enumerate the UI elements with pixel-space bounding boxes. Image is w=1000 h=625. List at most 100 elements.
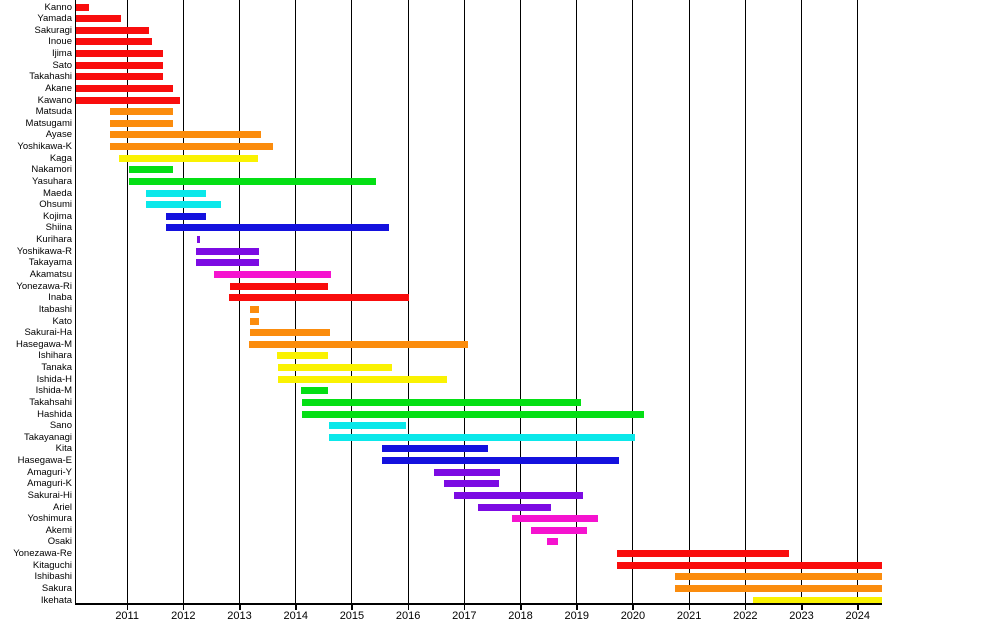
year-grid-line-2013: [239, 0, 241, 603]
row-label-sakuragi: Sakuragi: [34, 24, 73, 36]
timeline-bar-ikehata: [752, 596, 882, 604]
timeline-bar-hasegawa-e: [381, 457, 620, 465]
timeline-bar-nakamori: [129, 166, 174, 174]
year-grid-line-2012: [182, 0, 184, 603]
timeline-bar-ariel: [478, 503, 551, 511]
timeline-bar-kawano: [76, 96, 180, 104]
timeline-bar-yamada: [76, 15, 121, 23]
row-label-tanaka: Tanaka: [41, 362, 72, 374]
timeline-bar-ishida-h: [277, 375, 447, 383]
x-tick-2012: [182, 605, 185, 610]
timeline-bar-sato: [76, 61, 164, 69]
timeline-bar-sakuragi: [76, 26, 150, 34]
year-grid-line-2020: [632, 0, 634, 603]
timeline-bar-tanaka: [277, 364, 392, 372]
x-tick-2015: [351, 605, 353, 610]
row-label-yonezawa-re: Yonezawa-Re: [13, 548, 72, 560]
year-grid-line-2019: [576, 0, 578, 603]
timeline-bar-akemi: [530, 526, 587, 534]
x-tick-label-2014: 2014: [283, 610, 308, 622]
row-label-hasegawa-m: Hasegawa-M: [16, 338, 72, 350]
row-label-sano: Sano: [49, 420, 72, 432]
timeline-bar-ayase: [110, 131, 261, 139]
x-tick-2011: [126, 605, 129, 610]
timeline-bar-yasuhara: [129, 177, 377, 185]
row-label-osaki: Osaki: [47, 536, 72, 548]
x-tick-label-2019: 2019: [564, 610, 589, 622]
year-grid-line-2016: [407, 0, 409, 603]
row-label-ijima: Ijima: [51, 48, 72, 60]
row-label-shiina: Shiina: [45, 222, 72, 234]
x-tick-2018: [520, 605, 522, 610]
row-label-hasegawa-e: Hasegawa-E: [17, 455, 72, 467]
row-label-yoshikawa-k: Yoshikawa-K: [17, 141, 72, 153]
row-label-sakurai-ha: Sakurai-Ha: [24, 327, 72, 339]
row-label-yoshikawa-r: Yoshikawa-R: [16, 245, 72, 257]
timeline-bar-maeda: [145, 189, 206, 197]
row-label-takayama: Takayama: [28, 257, 72, 269]
row-label-sato: Sato: [52, 59, 72, 71]
row-label-yonezawa-ri: Yonezawa-Ri: [16, 280, 72, 292]
row-label-akamatsu: Akamatsu: [29, 268, 72, 280]
row-label-nakamori: Nakamori: [31, 164, 72, 176]
timeline-bar-kojima: [166, 212, 206, 220]
timeline-bar-takayama: [196, 259, 259, 267]
row-label-kurihara: Kurihara: [36, 234, 72, 246]
x-tick-2019: [576, 605, 578, 610]
row-label-akemi: Akemi: [45, 524, 72, 536]
timeline-bar-hashida: [301, 410, 645, 418]
x-tick-2016: [407, 605, 410, 610]
timeline-bar-yoshikawa-r: [196, 247, 259, 255]
row-label-yoshimura: Yoshimura: [27, 513, 72, 525]
row-label-yamada: Yamada: [37, 13, 72, 25]
timeline-bar-inoue: [76, 38, 152, 46]
timeline-bar-takayanagi: [329, 433, 636, 441]
year-grid-line-2018: [520, 0, 522, 603]
row-label-ishihara: Ishihara: [38, 350, 72, 362]
timeline-bar-ohsumi: [145, 201, 221, 209]
timeline-bar-kato: [249, 317, 259, 325]
timeline-bar-takahsahi: [301, 398, 581, 406]
timeline-bar-amaguri-k: [443, 480, 499, 488]
row-label-matsuda: Matsuda: [35, 106, 72, 118]
x-tick-label-2011: 2011: [115, 610, 139, 622]
row-label-kanno: Kanno: [44, 1, 72, 13]
x-tick-label-2012: 2012: [171, 610, 196, 622]
year-grid-line-2015: [351, 0, 353, 603]
timeline-bar-amaguri-y: [433, 468, 500, 476]
row-label-kita: Kita: [55, 443, 72, 455]
timeline-bar-akane: [76, 84, 173, 92]
row-label-takahashi: Takahashi: [29, 71, 72, 83]
timeline-bar-yonezawa-ri: [229, 282, 328, 290]
x-tick-2024: [857, 605, 859, 610]
timeline-bar-yonezawa-re: [617, 550, 789, 558]
timeline-bar-sano: [329, 422, 406, 430]
timeline-bar-ishihara: [277, 352, 328, 360]
y-axis-line: [74, 0, 76, 605]
x-tick-2017: [463, 605, 466, 610]
row-label-inoue: Inoue: [48, 36, 72, 48]
x-tick-2020: [632, 605, 634, 610]
timeline-bar-sakura: [675, 585, 882, 592]
x-tick-label-2013: 2013: [227, 610, 252, 622]
row-label-kitaguchi: Kitaguchi: [32, 559, 72, 571]
x-tick-label-2017: 2017: [452, 610, 477, 622]
x-tick-2013: [239, 605, 241, 610]
timeline-bar-shiina: [166, 224, 390, 232]
year-grid-line-2022: [744, 0, 746, 603]
timeline-bar-ijima: [76, 50, 164, 58]
timeline-bar-osaki: [546, 538, 558, 546]
x-tick-2021: [688, 605, 691, 610]
timeline-bar-kita: [381, 445, 488, 453]
timeline-bar-ishibashi: [675, 573, 882, 581]
timeline-bar-matsuda: [110, 108, 174, 116]
row-label-ohsumi: Ohsumi: [39, 199, 72, 211]
timeline-bar-sakurai-ha: [249, 329, 331, 337]
row-label-ishida-m: Ishida-M: [35, 385, 72, 397]
year-grid-line-2017: [463, 0, 465, 603]
timeline-bar-inaba: [229, 294, 410, 302]
row-label-sakurai-hi: Sakurai-Hi: [27, 489, 72, 501]
timeline-bar-sakurai-hi: [454, 491, 584, 499]
row-label-itabashi: Itabashi: [38, 303, 72, 315]
